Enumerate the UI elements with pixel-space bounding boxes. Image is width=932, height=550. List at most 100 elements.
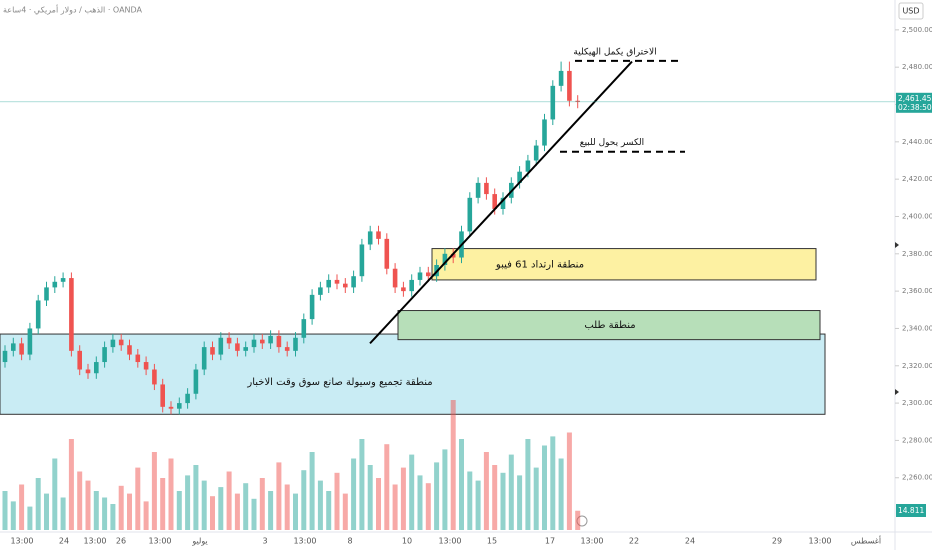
candle-body	[218, 337, 224, 355]
candle-body	[11, 343, 16, 351]
candle-body	[558, 70, 564, 86]
volume-bar	[409, 454, 415, 530]
volume-bar	[35, 478, 41, 530]
candle-body	[235, 343, 240, 351]
y-tick-label: 2,420.000	[902, 175, 932, 183]
volume-bar	[93, 491, 99, 530]
volume-bar	[533, 467, 539, 530]
candle-body	[27, 328, 33, 355]
x-tick-label: 13:00	[293, 537, 316, 546]
volume-bar	[376, 478, 381, 530]
volume-bar	[475, 480, 481, 530]
candle-body	[160, 384, 165, 407]
x-tick-label: 24	[685, 537, 695, 546]
currency-box	[898, 2, 924, 20]
y-tick-label: 2,440.000	[902, 138, 932, 146]
candle-body	[575, 100, 580, 102]
x-tick-label: 24	[59, 537, 69, 546]
volume-bar	[60, 497, 66, 530]
currency: USD	[902, 7, 919, 16]
volume-bar	[309, 452, 315, 530]
volume-bar	[243, 483, 249, 530]
volume-bar	[508, 454, 514, 530]
x-tick-label: 29	[772, 537, 782, 546]
volume-bar	[127, 493, 132, 530]
volume-bar	[210, 496, 215, 530]
volume-bar	[10, 501, 16, 530]
candle-body	[384, 238, 390, 269]
zone-label: منطقة طلب	[584, 320, 635, 331]
y-tick-label: 2,500.000	[902, 26, 932, 34]
candle-body	[210, 347, 215, 355]
level-label: الاختراق يكمل الهيكلية	[573, 47, 656, 57]
candle-body	[334, 279, 340, 284]
y-tick-label: 2,320.000	[902, 362, 932, 370]
y-tick-label: 2,480.000	[902, 63, 932, 71]
candle-body	[94, 362, 99, 374]
volume-bar	[160, 478, 166, 530]
volume-bar	[367, 465, 373, 530]
volume-bar	[442, 449, 448, 530]
x-tick-label: 13:00	[83, 537, 106, 546]
trendline	[369, 60, 633, 345]
y-tick-label: 2,260.000	[902, 474, 932, 482]
candle-body	[226, 337, 232, 344]
candle-body	[442, 253, 448, 265]
zone	[397, 310, 821, 341]
candle-body	[409, 279, 414, 292]
candle-body	[276, 335, 282, 348]
candle-body	[550, 85, 556, 120]
volume-bar	[342, 493, 348, 530]
candle-body	[533, 145, 539, 161]
volume-bar	[301, 470, 307, 530]
volume-bar	[176, 491, 182, 530]
volume-bar	[334, 472, 340, 530]
candle-body	[500, 197, 506, 210]
candle-body	[185, 393, 190, 404]
volume-bar	[110, 504, 116, 530]
zone-label: منطقة ارتداد 61 فيبو	[495, 259, 584, 270]
volume-tag-label: 14.811 K	[898, 506, 932, 515]
volume-bar	[400, 467, 406, 530]
zone	[431, 248, 817, 281]
x-tick-label: أغسطس	[851, 536, 881, 546]
volume-bar	[251, 498, 257, 530]
volume-bar	[384, 444, 390, 530]
volume-bar	[550, 436, 556, 530]
volume-bar	[425, 483, 431, 530]
candle-body	[19, 343, 24, 355]
icon	[895, 242, 899, 248]
candle-body	[401, 287, 406, 292]
candle-body	[110, 339, 116, 348]
candle-body	[118, 339, 124, 346]
candle-body	[52, 281, 58, 288]
volume-bar	[392, 484, 398, 530]
candle-body	[567, 70, 572, 101]
x-tick-label: 26	[116, 537, 126, 546]
volume-bar	[359, 439, 365, 530]
volume-bar	[234, 493, 240, 530]
candle-body	[351, 276, 356, 288]
volume-bar	[284, 484, 290, 530]
candle-body	[268, 335, 273, 344]
candle-body	[168, 406, 174, 409]
y-tick-label: 2,360.000	[902, 287, 932, 295]
candle-body	[135, 354, 141, 363]
volume-bar	[118, 485, 124, 530]
volume-bar	[326, 491, 332, 530]
candle-body	[102, 347, 107, 363]
volume-bar	[276, 462, 282, 530]
candle-body	[359, 244, 365, 277]
candle-body	[525, 160, 531, 172]
volume-bar	[102, 497, 108, 530]
volume-bar	[542, 445, 547, 530]
candle-body	[85, 369, 91, 374]
candle-body	[60, 278, 66, 282]
x-tick-label: 13:00	[148, 537, 171, 546]
volume-bar	[293, 493, 298, 530]
volume-bar	[268, 491, 274, 530]
candle-body	[193, 369, 199, 394]
candle-body	[309, 294, 315, 320]
volume-bar	[417, 475, 423, 530]
